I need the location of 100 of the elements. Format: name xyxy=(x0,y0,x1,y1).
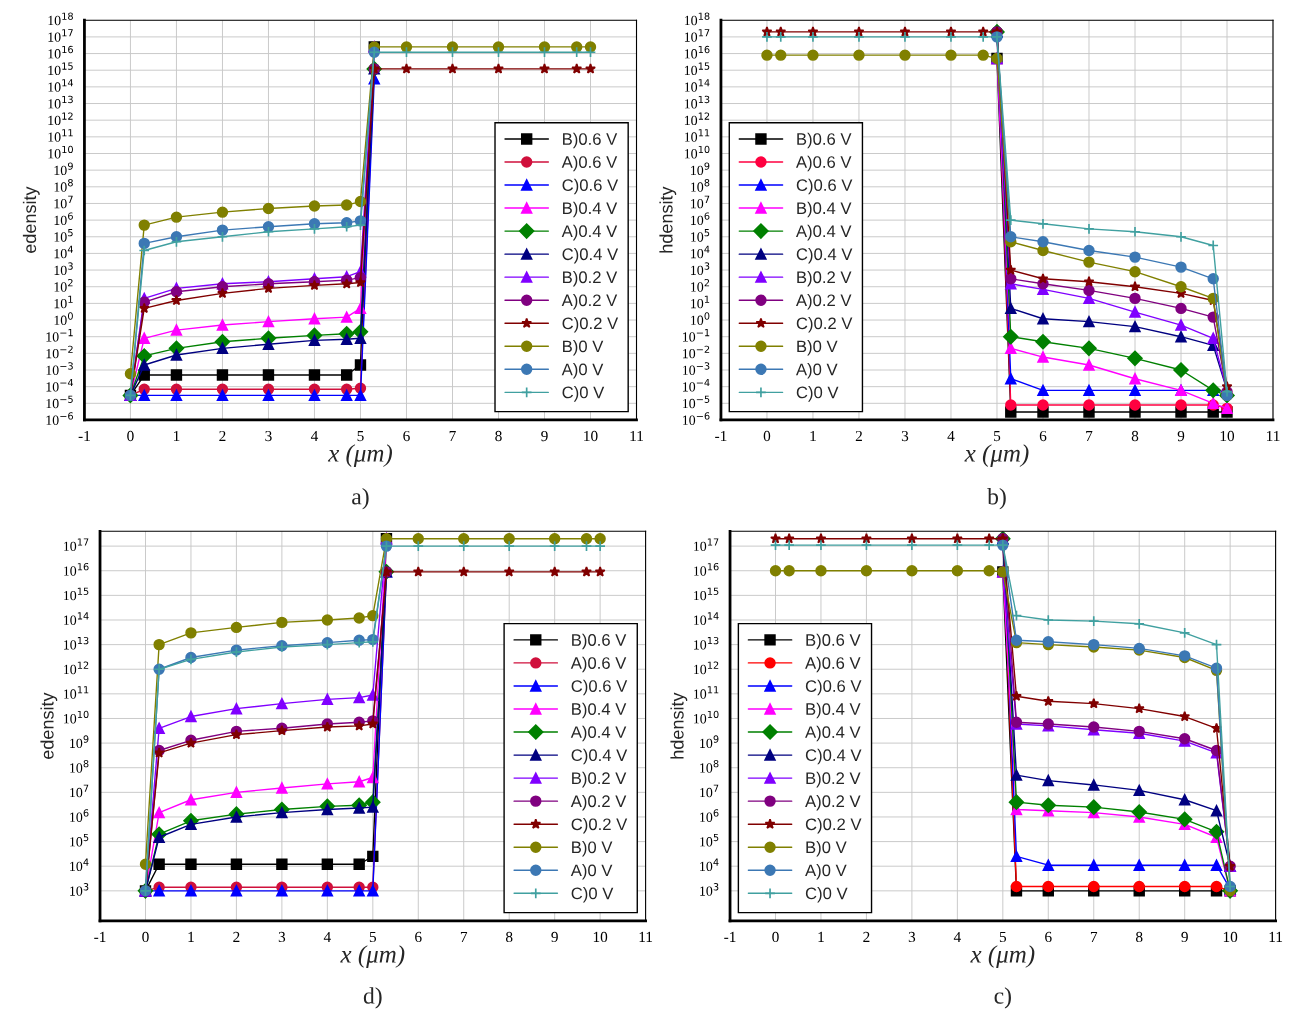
legend-label: C)0.2 V xyxy=(805,817,862,834)
y-tick-label: 10$^{8}$ xyxy=(691,179,710,192)
y-tick-label: 10$^{9}$ xyxy=(70,735,89,749)
x-axis-title: x (μm) xyxy=(340,945,405,968)
legend-label: A)0 V xyxy=(561,363,604,379)
y-tick-label: 10$^{6}$ xyxy=(700,809,719,822)
x-tick-label: 0 xyxy=(772,931,779,943)
legend-label: C)0 V xyxy=(571,887,614,903)
legend-label: C)0 V xyxy=(562,386,605,402)
y-tick-label: 10$^{6}$ xyxy=(70,809,89,822)
y-tick-label: 10$^{4}$ xyxy=(70,858,89,872)
y-tick-label: 10$^{16}$ xyxy=(684,45,710,59)
y-tick-label: 10$^{15}$ xyxy=(64,587,89,601)
y-tick-label: 10$^{16}$ xyxy=(64,563,89,576)
y-tick-label: 10$^{8}$ xyxy=(700,760,719,773)
y-tick-label: 10$^{5}$ xyxy=(691,229,710,242)
y-tick-label: 10$^{9}$ xyxy=(700,735,719,749)
legend-label: A)0.6 V xyxy=(570,656,627,673)
y-tick-label: 10$^{13}$ xyxy=(64,636,89,650)
legend-label: A)0.2 V xyxy=(570,794,627,811)
x-tick-label: -1 xyxy=(94,931,106,942)
y-tick-label: 10$^{4}$ xyxy=(54,245,73,259)
y-tick-label: 10$^{5}$ xyxy=(70,833,89,847)
y-tick-label: 10$^{7}$ xyxy=(700,784,719,798)
y-tick-label: 10$^{12}$ xyxy=(64,661,89,675)
y-tick-label: 10$^{−4}$ xyxy=(46,379,74,392)
x-tick-label: 0 xyxy=(142,931,149,943)
legend-label: B)0 V xyxy=(563,340,604,356)
y-tick-label: 10$^{3}$ xyxy=(691,262,710,276)
y-tick-label: 10$^{−6}$ xyxy=(683,412,710,425)
x-axis-title: x (μm) xyxy=(970,945,1035,968)
x-axis-title: x (μm) xyxy=(327,444,392,467)
x-tick-label: 6 xyxy=(1045,931,1052,943)
legend-label: A)0.4 V xyxy=(570,725,627,742)
x-tick-label: 3 xyxy=(265,430,272,442)
y-tick-label: 10$^{12}$ xyxy=(48,112,73,126)
x-tick-label: 4 xyxy=(323,931,331,942)
y-tick-label: 10$^{6}$ xyxy=(691,212,710,226)
y-tick-label: 10$^{15}$ xyxy=(694,587,719,601)
x-tick-label: 6 xyxy=(415,931,422,943)
y-axis-title: hdensity xyxy=(659,186,677,253)
legend-label: A)0.6 V xyxy=(795,155,852,172)
x-tick-label: 9 xyxy=(551,931,558,943)
legend-label: C)0.4 V xyxy=(796,247,853,264)
text: d) xyxy=(363,987,382,1009)
y-tick-label: 10$^{9}$ xyxy=(54,162,73,176)
y-tick-label: 10$^{14}$ xyxy=(64,612,89,625)
legend-label: B)0.4 V xyxy=(572,702,627,719)
x-tick-label: 5 xyxy=(369,931,377,943)
x-tick-label: 8 xyxy=(1131,430,1139,442)
legend-label: C)0.4 V xyxy=(562,247,619,264)
y-tick-label: 10$^{18}$ xyxy=(48,12,73,26)
y-tick-label: 10$^{17}$ xyxy=(684,29,710,42)
x-axis-title: x (μm) xyxy=(964,444,1029,467)
x-tick-label: 7 xyxy=(1086,430,1093,441)
x-tick-label: 7 xyxy=(449,430,456,441)
y-tick-label: 10$^{−5}$ xyxy=(46,395,73,409)
legend-label: C)0 V xyxy=(805,887,848,903)
y-tick-label: 10$^{8}$ xyxy=(54,179,73,192)
x-tick-label: 9 xyxy=(1177,430,1185,442)
y-tick-label: 10$^{6}$ xyxy=(54,212,73,226)
x-tick-label: 2 xyxy=(233,931,240,942)
x-tick-label: 3 xyxy=(908,931,916,943)
y-tick-label: 10$^{4}$ xyxy=(700,858,719,872)
x-tick-label: 1 xyxy=(810,430,816,441)
x-tick-label: 9 xyxy=(541,430,548,442)
y-tick-label: 10$^{−4}$ xyxy=(683,379,710,392)
y-tick-label: 10$^{−2}$ xyxy=(683,345,710,359)
x-tick-label: 2 xyxy=(855,430,862,441)
y-tick-label: 10$^{15}$ xyxy=(684,62,710,76)
y-tick-label: 10$^{17}$ xyxy=(48,29,73,42)
y-axis-title: hdensity xyxy=(670,692,688,759)
y-tick-label: 10$^{11}$ xyxy=(684,129,710,142)
y-tick-label: 10$^{−1}$ xyxy=(683,329,710,342)
legend-label: B)0.6 V xyxy=(797,132,852,149)
y-tick-label: 10$^{7}$ xyxy=(691,195,710,209)
y-tick-label: 10$^{2}$ xyxy=(54,279,73,292)
x-tick-label: 10 xyxy=(584,430,598,442)
legend-label: A)0.6 V xyxy=(561,155,618,172)
legend-label: C)0.4 V xyxy=(805,748,862,765)
x-tick-label: 11 xyxy=(630,430,643,441)
x-tick-label: 7 xyxy=(460,931,468,942)
y-tick-label: 10$^{0}$ xyxy=(691,312,710,325)
legend-label: B)0.4 V xyxy=(563,201,618,218)
legend-label: A)0.2 V xyxy=(805,794,861,811)
y-tick-label: 10$^{9}$ xyxy=(691,162,710,176)
y-tick-label: 10$^{11}$ xyxy=(48,129,73,142)
y-tick-label: 10$^{11}$ xyxy=(694,686,719,699)
y-tick-label: 10$^{12}$ xyxy=(684,112,710,126)
y-tick-label: 10$^{−1}$ xyxy=(46,329,73,342)
x-tick-label: 10 xyxy=(1223,931,1238,943)
y-tick-label: 10$^{12}$ xyxy=(694,661,719,675)
y-tick-label: 10$^{7}$ xyxy=(70,784,89,798)
y-tick-label: 10$^{15}$ xyxy=(48,62,73,76)
y-tick-label: 10$^{11}$ xyxy=(64,686,89,699)
x-tick-label: 3 xyxy=(901,430,909,442)
x-tick-label: 9 xyxy=(1181,931,1188,943)
y-tick-label: 10$^{8}$ xyxy=(70,760,89,773)
y-tick-label: 10$^{2}$ xyxy=(691,279,710,292)
y-tick-label: 10$^{16}$ xyxy=(694,563,719,576)
